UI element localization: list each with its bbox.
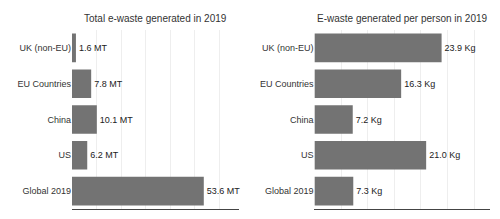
svg-text:EU Countries: EU Countries	[260, 79, 314, 89]
svg-text:7.2 Kg: 7.2 Kg	[356, 115, 382, 125]
svg-text:23.9 Kg: 23.9 Kg	[445, 43, 476, 53]
svg-text:E-waste generated per person i: E-waste generated per person in 2019	[317, 13, 488, 24]
svg-text:16.3 Kg: 16.3 Kg	[404, 79, 435, 89]
svg-text:China: China	[290, 115, 314, 125]
svg-text:UK (non-EU): UK (non-EU)	[262, 43, 314, 53]
svg-text:6.2 MT: 6.2 MT	[90, 150, 119, 160]
svg-text:Global 2019: Global 2019	[22, 186, 71, 196]
svg-text:UK (non-EU): UK (non-EU)	[19, 43, 71, 53]
svg-text:1.6 MT: 1.6 MT	[79, 43, 108, 53]
svg-text:Total e-waste generated in 201: Total e-waste generated in 2019	[84, 13, 227, 24]
svg-text:7.8 MT: 7.8 MT	[94, 79, 123, 89]
svg-text:21.0 Kg: 21.0 Kg	[429, 150, 460, 160]
svg-text:US: US	[301, 150, 314, 160]
svg-text:10.1 MT: 10.1 MT	[100, 115, 134, 125]
svg-text:53.6 MT: 53.6 MT	[207, 186, 241, 196]
svg-text:China: China	[47, 115, 71, 125]
svg-text:Global 2019: Global 2019	[265, 186, 314, 196]
svg-text:US: US	[58, 150, 71, 160]
svg-text:7.3 Kg: 7.3 Kg	[356, 186, 382, 196]
svg-text:EU Countries: EU Countries	[17, 79, 71, 89]
